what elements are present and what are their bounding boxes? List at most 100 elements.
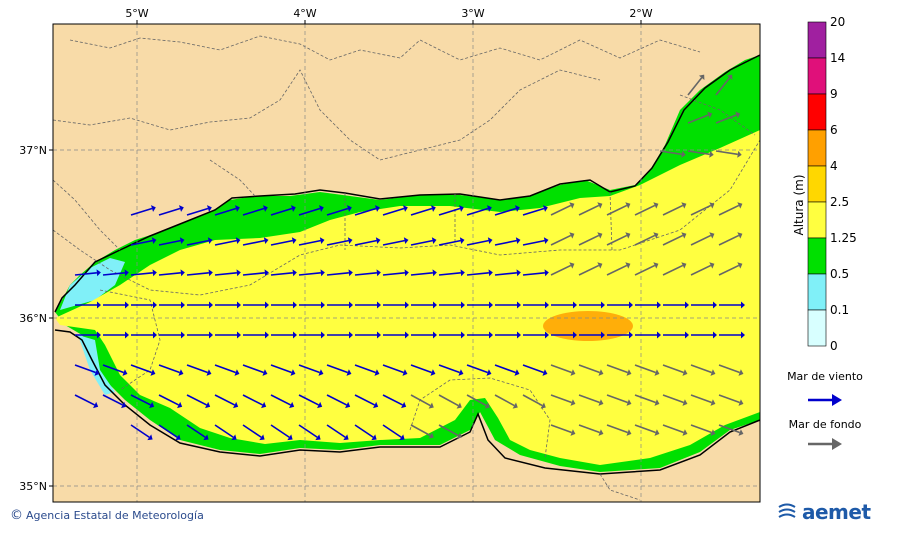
direction-arrowhead (348, 269, 353, 277)
direction-arrowhead (343, 434, 349, 441)
legend-level-label: 0 (830, 339, 838, 353)
direction-arrow (326, 207, 349, 216)
direction-arrow (578, 364, 600, 374)
direction-arrow (186, 394, 207, 406)
direction-arrow (242, 207, 265, 216)
direction-arrowhead (681, 150, 686, 158)
direction-arrow (550, 364, 572, 374)
direction-arrowhead (203, 434, 209, 441)
direction-arrow (410, 207, 433, 216)
direction-arrowhead (597, 232, 603, 239)
direction-arrow (690, 204, 712, 216)
direction-arrow (270, 207, 293, 216)
direction-arrowhead (122, 369, 128, 376)
legend-level-label: 0.5 (830, 267, 849, 281)
direction-arrow (522, 364, 544, 374)
direction-arrow (634, 424, 656, 434)
direction-arrowhead (517, 331, 521, 339)
direction-arrow (578, 234, 600, 246)
direction-arrow (466, 272, 489, 276)
direction-arrowhead (180, 269, 185, 277)
direction-arrow (242, 272, 265, 276)
direction-arrowhead (97, 301, 101, 309)
direction-arrow (466, 239, 489, 246)
direction-arrowhead (709, 262, 715, 269)
direction-arrowhead (124, 269, 129, 277)
direction-arrow (186, 424, 206, 438)
lon-label: 5°W (125, 7, 148, 20)
direction-arrow (690, 394, 712, 404)
direction-arrowhead (598, 399, 604, 406)
direction-arrowhead (374, 205, 380, 212)
direction-arrowhead (512, 402, 518, 409)
legend-swatch (807, 201, 827, 239)
direction-arrow (718, 234, 740, 246)
direction-arrow (270, 394, 291, 406)
direction-arrowhead (236, 269, 241, 277)
direction-arrow (662, 424, 684, 434)
direction-arrow (494, 272, 517, 276)
direction-arrowhead (265, 301, 269, 309)
direction-arrowhead (259, 434, 265, 441)
direction-arrowhead (178, 369, 184, 376)
direction-arrowhead (569, 262, 575, 269)
direction-arrow (130, 394, 151, 406)
direction-arrowhead (598, 369, 604, 376)
direction-arrowhead (710, 399, 716, 406)
direction-arrowhead (657, 331, 661, 339)
direction-arrow (438, 272, 461, 276)
direction-arrow (578, 204, 600, 216)
direction-arrowhead (573, 301, 577, 309)
direction-arrowhead (710, 429, 716, 436)
direction-arrowhead (484, 402, 490, 409)
direction-arrowhead (629, 301, 633, 309)
direction-arrowhead (121, 401, 127, 409)
direction-arrowhead (653, 202, 659, 209)
direction-arrowhead (153, 331, 157, 339)
direction-arrowhead (601, 331, 605, 339)
direction-arrowhead (404, 269, 409, 277)
direction-arrowhead (349, 331, 353, 339)
direction-arrowhead (94, 369, 100, 376)
direction-arrowhead (96, 269, 101, 277)
direction-arrowhead (707, 111, 713, 119)
direction-arrow (690, 264, 712, 276)
direction-arrowhead (456, 402, 462, 409)
direction-arrowhead (402, 205, 408, 212)
legend-title: Altura (m) (792, 174, 806, 235)
direction-arrowhead (653, 232, 659, 239)
direction-arrow (214, 239, 237, 246)
direction-arrow (214, 394, 235, 406)
direction-arrow (662, 364, 684, 374)
direction-arrowhead (347, 237, 353, 245)
direction-arrow (466, 394, 487, 407)
legend-colorbar: 20 14 9 6 4 2.5 1.25 0.5 0.1 0 (807, 15, 857, 353)
direction-arrow (466, 207, 489, 216)
direction-arrowhead (233, 401, 239, 409)
direction-arrowhead (741, 301, 745, 309)
direction-arrowhead (292, 269, 297, 277)
lat-label: 37°N (19, 144, 47, 157)
direction-arrow (130, 364, 152, 374)
sea-zone-peak (543, 311, 633, 341)
lon-ticks (136, 20, 642, 24)
direction-arrow (687, 114, 709, 124)
direction-arrow (74, 394, 95, 406)
direction-arrow (270, 364, 292, 374)
direction-arrow (690, 424, 712, 434)
legend-level-label: 20 (830, 15, 845, 29)
direction-arrowhead (625, 232, 631, 239)
direction-arrow (354, 424, 374, 438)
direction-arrow (242, 394, 263, 406)
direction-arrow (382, 394, 403, 406)
direction-arrowhead (315, 434, 321, 441)
direction-arrow (242, 239, 265, 246)
direction-arrow (718, 264, 740, 276)
direction-arrow (578, 394, 600, 404)
direction-arrowhead (486, 369, 492, 376)
direction-arrowhead (234, 205, 240, 212)
direction-arrow (718, 364, 740, 374)
direction-arrowhead (488, 269, 493, 277)
direction-arrow (242, 364, 264, 374)
direction-arrowhead (290, 369, 296, 376)
